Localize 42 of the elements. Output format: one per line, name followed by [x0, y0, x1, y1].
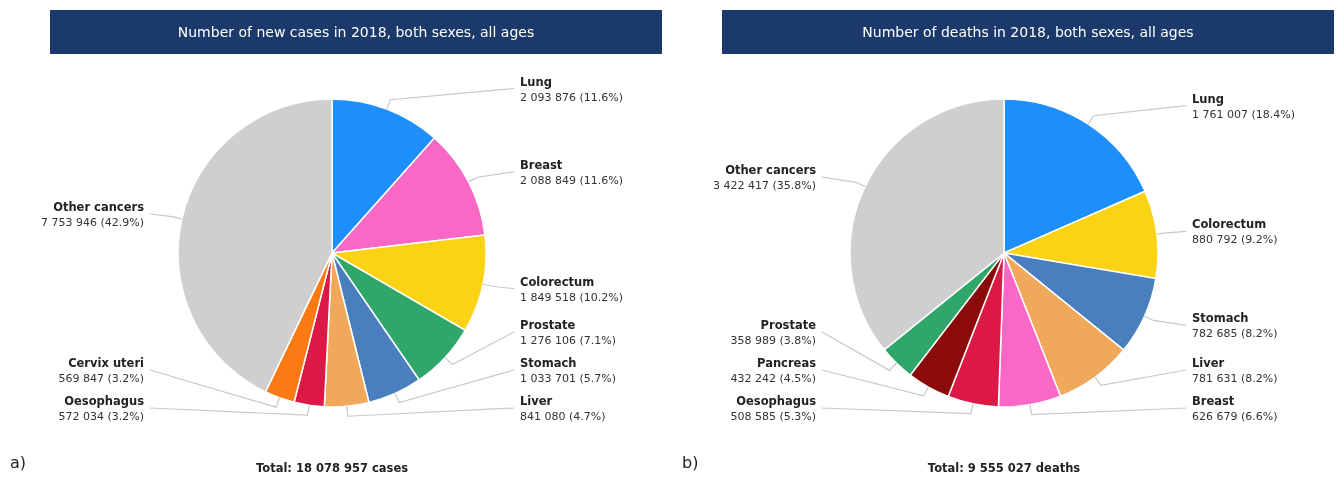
data-label: 2 088 849 (11.6%)	[520, 173, 624, 187]
text: a)	[10, 453, 27, 472]
data-label: 358 989 (3.8%)	[730, 334, 816, 347]
slice-label: Colorectum	[1192, 217, 1267, 232]
slice-label: Lung	[520, 74, 552, 89]
data-label: 432 242 (4.5%)	[730, 372, 816, 385]
data-label: 3 422 417 (35.8%)	[712, 179, 816, 193]
data-label: 781 631 (8.2%)	[1192, 372, 1278, 385]
slice-label: Cervix uteri	[68, 356, 144, 370]
slice-label: Oesophagus	[736, 394, 817, 408]
data-label: 1 033 701 (5.7%)	[520, 372, 617, 385]
slice-label: Liver	[1192, 356, 1225, 370]
text: Total: 18 078 957 cases	[255, 461, 409, 475]
data-label: 782 685 (8.2%)	[1192, 327, 1278, 341]
slice-label: Other cancers	[725, 163, 817, 178]
slice-label: Prostate	[760, 318, 817, 332]
slice-label: Liver	[520, 394, 553, 408]
slice-label: Breast	[520, 157, 563, 172]
chart-title: Number of new cases in 2018, both sexes, all ages	[177, 24, 535, 40]
slice-label: Prostate	[520, 318, 576, 332]
text: Total: 9 555 027 deaths	[927, 461, 1081, 475]
data-label: 508 585 (5.3%)	[730, 410, 816, 423]
data-label: 880 792 (9.2%)	[1192, 233, 1278, 247]
data-label: 1 849 518 (10.2%)	[520, 290, 624, 304]
data-label: 1 761 007 (18.4%)	[1192, 107, 1296, 121]
data-label: 572 034 (3.2%)	[58, 410, 144, 423]
slice-label: Lung	[1192, 91, 1224, 106]
slice-label: Breast	[1192, 394, 1235, 408]
data-label: 841 080 (4.7%)	[520, 410, 606, 423]
data-label: 626 679 (6.6%)	[1192, 410, 1278, 423]
chart-title: Number of deaths in 2018, both sexes, all ages	[862, 24, 1194, 40]
slice-label: Oesophagus	[64, 394, 145, 408]
data-label: 1 276 106 (7.1%)	[520, 334, 617, 347]
data-label: 2 093 876 (11.6%)	[520, 90, 624, 104]
slice-label: Pancreas	[757, 356, 817, 370]
slice-label: Colorectum	[520, 274, 595, 289]
data-label: 569 847 (3.2%)	[58, 372, 144, 385]
slice-label: Stomach	[520, 356, 577, 370]
slice-label: Stomach	[1192, 311, 1249, 326]
text: b)	[682, 453, 699, 472]
slice-label: Other cancers	[53, 200, 145, 215]
data-label: 7 753 946 (42.9%)	[40, 216, 144, 230]
